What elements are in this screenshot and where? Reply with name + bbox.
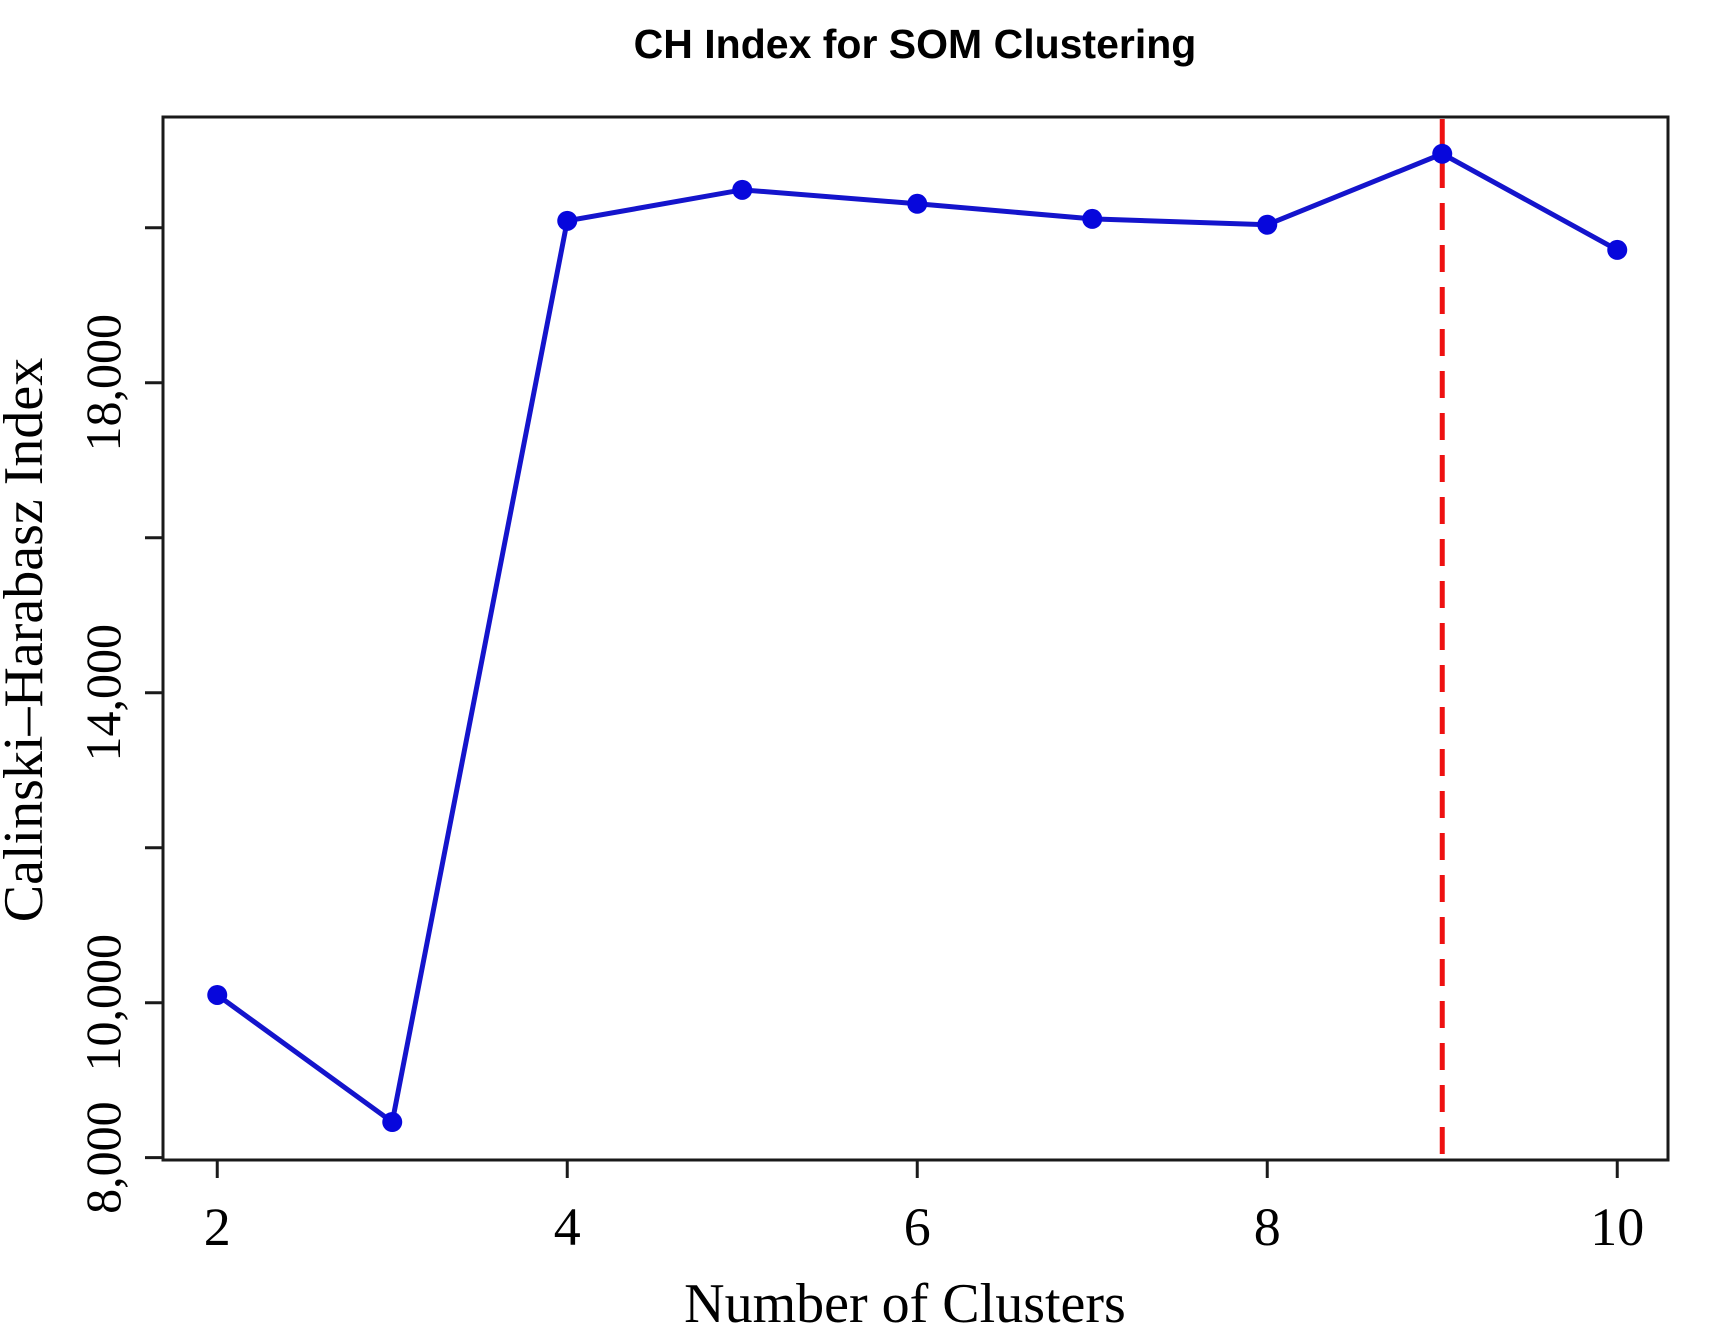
x-axis-label: Number of Clusters: [684, 1273, 1126, 1335]
y-tick-label: 18,000: [75, 314, 131, 452]
y-tick-label: 14,000: [75, 624, 131, 762]
x-tick-label: 6: [904, 1197, 931, 1257]
data-point: [207, 984, 228, 1005]
chart-title: CH Index for SOM Clustering: [634, 21, 1197, 67]
plot-box: [161, 115, 1670, 1162]
x-tick-label: 4: [554, 1197, 581, 1257]
plot-area: 2 4 6 8 10 8,000 10,000 14,000 18,000: [75, 115, 1670, 1257]
data-point: [1607, 239, 1628, 260]
data-point: [557, 210, 578, 231]
data-point: [1082, 208, 1103, 229]
y-tick-label: 10,000: [75, 934, 131, 1072]
data-point: [382, 1112, 403, 1133]
x-tick-label: 8: [1254, 1197, 1281, 1257]
data-point: [1257, 214, 1278, 235]
data-point: [1432, 143, 1453, 164]
x-tick-label: 2: [204, 1197, 231, 1257]
y-tick-label: 8,000: [75, 1101, 131, 1214]
x-tick-label: 10: [1590, 1197, 1644, 1257]
y-axis-label: Calinski–Harabasz Index: [0, 358, 55, 922]
data-point: [907, 193, 928, 214]
data-point: [732, 179, 753, 200]
ch-index-line: [214, 151, 1620, 1127]
